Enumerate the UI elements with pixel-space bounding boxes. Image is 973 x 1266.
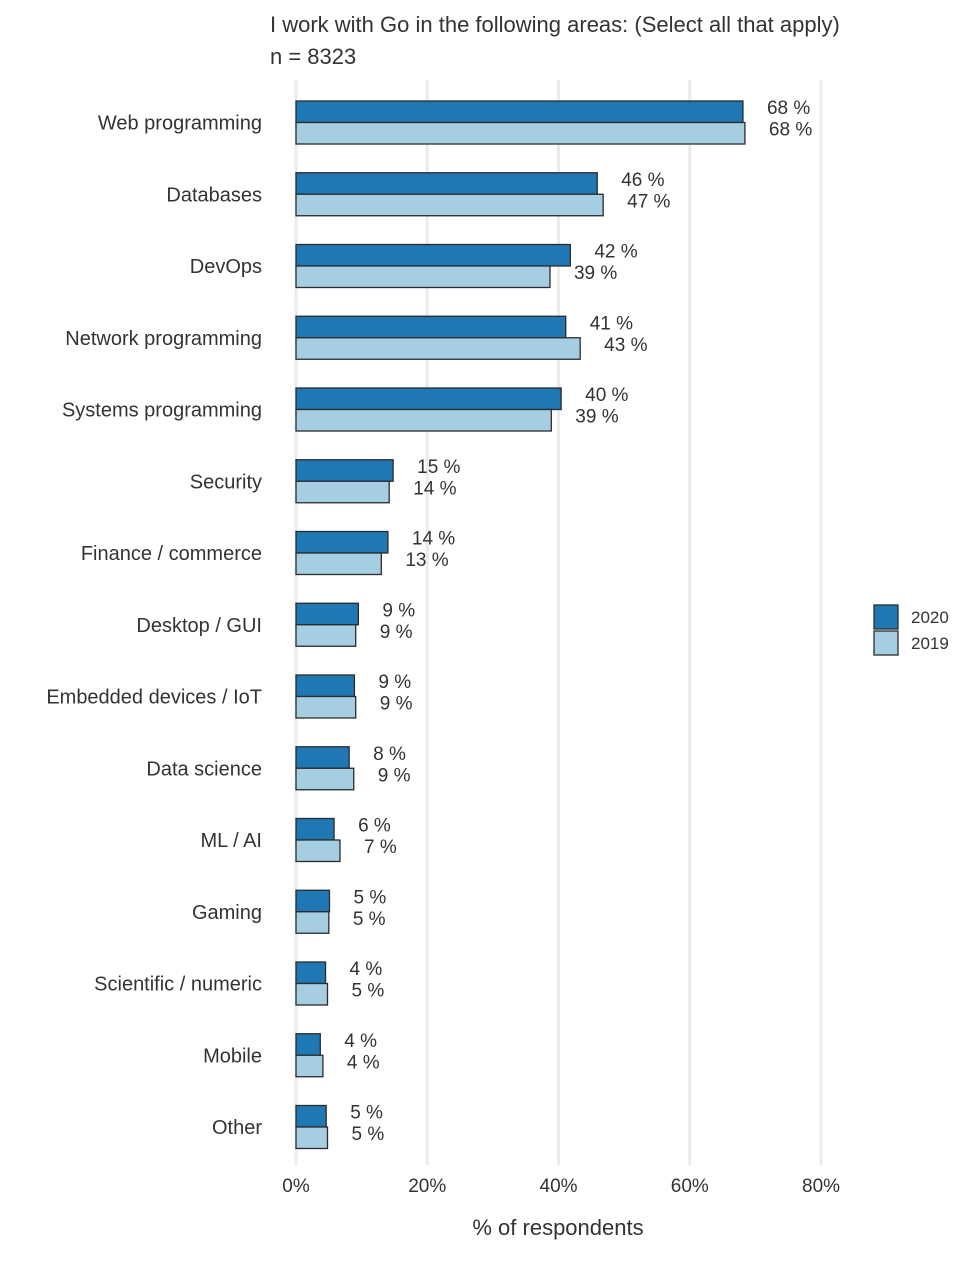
bar-2020-ml-ai <box>295 817 335 841</box>
value-label-2020-network-programming: 41 % <box>590 313 633 334</box>
value-label-2020-web-programming: 68 % <box>767 98 810 119</box>
value-label-2020-finance-commerce: 14 % <box>412 529 455 550</box>
bar-2020-desktop-gui <box>295 602 359 626</box>
legend: 2020 2019 <box>873 604 949 656</box>
value-label-2020-embedded-devices-iot: 9 % <box>378 672 411 693</box>
value-label-2019-data-science: 9 % <box>378 765 411 786</box>
category-label-desktop-gui: Desktop / GUI <box>136 615 262 637</box>
category-label-gaming: Gaming <box>192 902 262 924</box>
legend-label-2020: 2020 <box>911 608 949 627</box>
value-label-2019-systems-programming: 39 % <box>575 407 618 428</box>
value-label-2020-security: 15 % <box>417 457 460 478</box>
bar-2020-finance-commerce <box>295 530 389 554</box>
value-label-2020-mobile: 4 % <box>344 1031 377 1052</box>
value-label-2019-security: 14 % <box>413 478 456 499</box>
bar-2020-security <box>295 459 394 482</box>
value-label-2019-devops: 39 % <box>574 263 617 284</box>
bar-2019-desktop-gui <box>295 624 357 647</box>
category-label-finance-commerce: Finance / commerce <box>81 543 262 565</box>
value-label-2020-gaming: 5 % <box>353 887 386 908</box>
value-label-2019-gaming: 5 % <box>353 909 386 930</box>
bar-2019-databases <box>295 193 604 217</box>
bar-2020-systems-programming <box>295 387 562 411</box>
bar-2019-other <box>295 1126 329 1150</box>
bar-2019-mobile <box>295 1054 324 1078</box>
value-label-2019-ml-ai: 7 % <box>364 837 397 858</box>
bar-2019-devops <box>295 265 551 289</box>
value-label-2020-other: 5 % <box>350 1103 383 1124</box>
category-label-mobile: Mobile <box>203 1045 262 1067</box>
x-tick-label-0: 0% <box>282 1176 310 1197</box>
category-labels: Web programming Databases DevOps Network pr… <box>46 113 262 1140</box>
value-label-2019-mobile: 4 % <box>347 1052 380 1073</box>
bar-2019-systems-programming <box>295 408 552 432</box>
bar-2020-data-science <box>295 746 350 769</box>
bar-2020-web-programming <box>295 100 744 124</box>
value-label-2019-embedded-devices-iot: 9 % <box>380 694 413 715</box>
x-tick-label-20: 20% <box>408 1176 446 1197</box>
value-label-2019-databases: 47 % <box>627 191 670 212</box>
value-label-2020-databases: 46 % <box>621 170 664 191</box>
gridlines <box>294 80 823 1165</box>
category-label-embedded-devices-iot: Embedded devices / IoT <box>46 687 262 709</box>
bar-2020-databases <box>295 172 598 195</box>
value-label-2020-ml-ai: 6 % <box>358 816 391 837</box>
bar-2020-gaming <box>295 889 331 913</box>
x-tick-label-60: 60% <box>671 1176 709 1197</box>
legend-label-2019: 2019 <box>911 634 949 653</box>
chart-subtitle: n = 8323 <box>270 44 357 69</box>
bars <box>295 100 746 1150</box>
category-label-network-programming: Network programming <box>65 328 262 350</box>
bar-2019-data-science <box>295 767 355 791</box>
value-label-2020-scientific-numeric: 4 % <box>350 959 383 980</box>
value-label-2020-data-science: 8 % <box>373 744 406 765</box>
bar-2019-web-programming <box>295 121 746 145</box>
bar-2020-scientific-numeric <box>295 961 327 985</box>
category-label-other: Other <box>212 1117 262 1139</box>
category-label-ml-ai: ML / AI <box>200 830 262 852</box>
x-tick-label-80: 80% <box>802 1176 840 1197</box>
bar-2020-devops <box>295 243 571 267</box>
bar-2019-finance-commerce <box>295 552 382 576</box>
value-label-2019-scientific-numeric: 5 % <box>352 981 385 1002</box>
category-label-data-science: Data science <box>146 758 262 780</box>
x-tick-label-40: 40% <box>540 1176 578 1197</box>
value-label-2020-devops: 42 % <box>594 242 637 263</box>
category-label-devops: DevOps <box>190 256 262 278</box>
value-labels: 68 %68 %46 %47 %42 %39 %41 %43 %40 %39 %… <box>344 98 812 1145</box>
bar-2020-mobile <box>295 1033 321 1056</box>
value-label-2019-other: 5 % <box>352 1124 385 1145</box>
chart-title: I work with Go in the following areas: (… <box>270 12 840 37</box>
category-label-web-programming: Web programming <box>98 113 262 135</box>
bar-2019-gaming <box>295 911 330 934</box>
bar-2020-other <box>295 1104 327 1128</box>
legend-swatch-2020 <box>873 604 899 630</box>
category-label-security: Security <box>190 471 262 493</box>
bar-2019-scientific-numeric <box>295 982 329 1006</box>
category-label-databases: Databases <box>166 184 262 206</box>
x-tick-labels: 0% 20% 40% 60% 80% <box>282 1176 840 1197</box>
value-label-2019-finance-commerce: 13 % <box>405 550 448 571</box>
value-label-2019-web-programming: 68 % <box>769 120 812 141</box>
category-label-systems-programming: Systems programming <box>62 400 262 422</box>
bar-2019-ml-ai <box>295 839 341 863</box>
category-label-scientific-numeric: Scientific / numeric <box>94 974 262 996</box>
legend-swatch-2019 <box>873 630 899 656</box>
value-label-2019-network-programming: 43 % <box>604 335 647 356</box>
bar-2019-network-programming <box>295 337 581 360</box>
bar-2020-network-programming <box>295 315 567 339</box>
bar-2019-embedded-devices-iot <box>295 695 357 719</box>
value-label-2020-desktop-gui: 9 % <box>382 600 415 621</box>
bar-2020-embedded-devices-iot <box>295 674 356 698</box>
x-axis-title: % of respondents <box>472 1215 643 1240</box>
bar-2019-security <box>295 480 390 504</box>
value-label-2020-systems-programming: 40 % <box>585 385 628 406</box>
value-label-2019-desktop-gui: 9 % <box>380 622 413 643</box>
